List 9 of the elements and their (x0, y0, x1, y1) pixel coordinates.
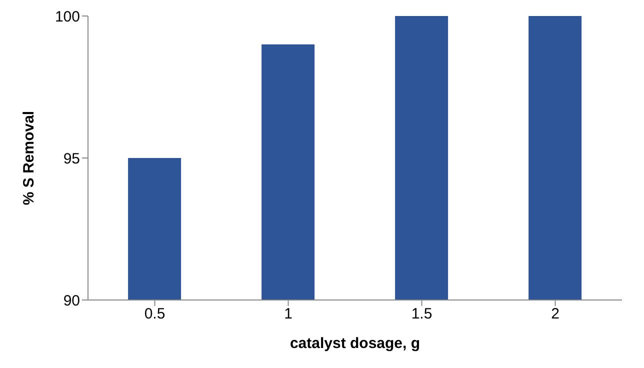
y-axis-title: % S Removal (20, 110, 38, 206)
y-tick-label: 95 (63, 150, 80, 168)
x-tick-label: 0.5 (144, 306, 166, 323)
x-tick-label: 1 (284, 306, 292, 323)
x-axis-title: catalyst dosage, g (290, 335, 420, 352)
y-tick-label: 100 (54, 8, 80, 26)
y-tick-label: 90 (63, 292, 80, 310)
x-tick-label: 1.5 (411, 306, 432, 323)
x-tick-label: 2 (551, 306, 560, 323)
